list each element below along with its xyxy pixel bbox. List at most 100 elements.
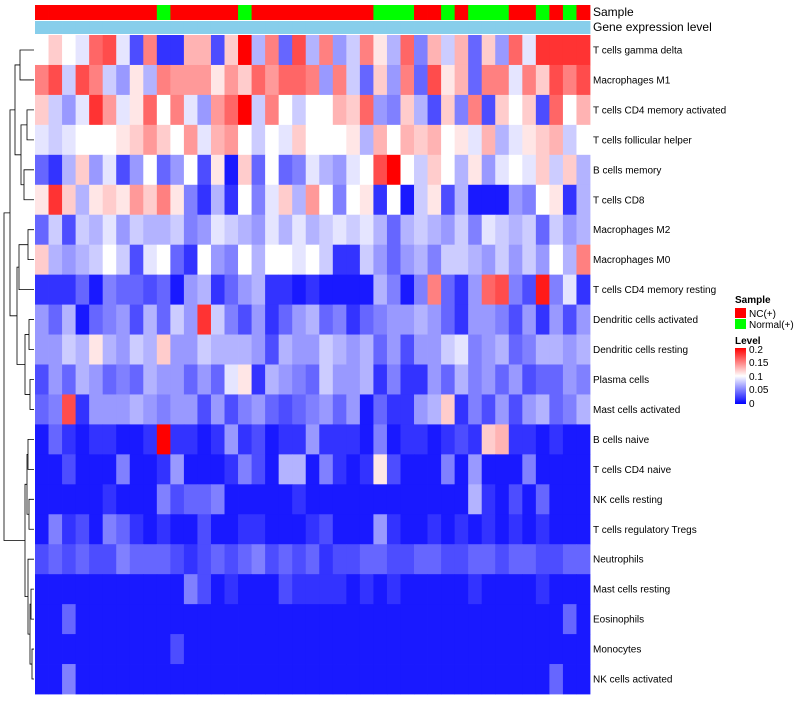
heatmap-cell xyxy=(48,334,63,365)
sample-cell xyxy=(129,5,144,20)
heatmap-cell xyxy=(129,454,144,485)
heatmap-cell xyxy=(143,604,158,635)
heatmap-cell xyxy=(549,544,564,575)
heatmap-cell xyxy=(549,244,564,276)
heatmap-cell xyxy=(129,64,144,96)
heatmap-cell xyxy=(468,244,483,276)
sample-cell xyxy=(414,5,428,20)
heatmap-cell xyxy=(454,574,469,605)
row-label: Neutrophils xyxy=(593,555,644,566)
expression-cell xyxy=(224,21,239,34)
sample-cell xyxy=(265,5,280,20)
heatmap-cell xyxy=(62,184,77,216)
heatmap-cell xyxy=(251,484,266,515)
heatmap-cell xyxy=(576,484,591,515)
heatmap-cell xyxy=(197,35,212,66)
heatmap-cell xyxy=(292,64,307,96)
heatmap-cell xyxy=(129,274,144,305)
heatmap-cell xyxy=(468,454,483,485)
row-label: Macrophages M0 xyxy=(593,255,671,266)
sample-cell xyxy=(576,5,591,20)
heatmap-cell xyxy=(495,604,510,635)
heatmap-cell xyxy=(427,544,442,575)
heatmap-cell xyxy=(441,634,456,665)
heatmap-cell xyxy=(549,604,564,635)
heatmap-cell xyxy=(319,514,334,545)
heatmap-cell xyxy=(129,35,144,66)
heatmap-cell xyxy=(535,214,550,246)
heatmap-cell xyxy=(535,334,550,365)
heatmap-cell xyxy=(535,484,550,515)
heatmap-cell xyxy=(549,634,564,665)
heatmap-cell xyxy=(278,334,293,365)
heatmap-cell xyxy=(48,424,63,455)
heatmap-cell xyxy=(414,364,428,395)
heatmap-cell xyxy=(319,364,334,395)
heatmap-cell xyxy=(251,304,266,335)
sample-cell xyxy=(116,5,131,20)
heatmap-cell xyxy=(386,364,401,395)
heatmap-cell xyxy=(224,214,239,246)
heatmap-cell xyxy=(156,35,171,66)
heatmap-cell xyxy=(35,154,49,186)
heatmap-cell xyxy=(48,124,63,156)
heatmap-cell xyxy=(305,124,320,156)
heatmap-cell xyxy=(143,544,158,575)
expression-cell xyxy=(143,21,158,34)
dendrogram-branch xyxy=(31,648,34,680)
expression-cell xyxy=(522,21,537,34)
sample-cell xyxy=(89,5,104,20)
heatmap-cell xyxy=(495,334,510,365)
heatmap-cell xyxy=(359,604,374,635)
heatmap-cell xyxy=(75,184,90,216)
sample-cell xyxy=(373,5,388,20)
heatmap-cell xyxy=(156,154,171,186)
heatmap-cell xyxy=(35,604,49,635)
heatmap-cell xyxy=(468,364,483,395)
heatmap-cell xyxy=(441,514,456,545)
heatmap-cell xyxy=(102,634,117,665)
heatmap-cell xyxy=(562,35,577,66)
heatmap-cell xyxy=(305,94,320,126)
heatmap-cell xyxy=(305,35,320,66)
heatmap-cell xyxy=(251,334,266,365)
heatmap-cell xyxy=(359,35,374,66)
heatmap-cell xyxy=(319,184,334,216)
heatmap-cell xyxy=(62,35,77,66)
heatmap-cell xyxy=(305,274,320,305)
heatmap-cell xyxy=(373,304,388,335)
heatmap-cell xyxy=(535,574,550,605)
heatmap-cell xyxy=(116,364,131,395)
heatmap-cell xyxy=(386,454,401,485)
heatmap-cell xyxy=(576,154,591,186)
expression-cell xyxy=(75,21,90,34)
heatmap-cell xyxy=(197,454,212,485)
heatmap-cell xyxy=(183,154,198,186)
sample-cell xyxy=(441,5,456,20)
heatmap-cell xyxy=(251,214,266,246)
dendrogram-branch xyxy=(28,498,34,530)
heatmap-cell xyxy=(35,634,49,665)
heatmap-cell xyxy=(278,35,293,66)
heatmap-cell xyxy=(62,424,77,455)
heatmap-cell xyxy=(562,304,577,335)
heatmap-cell xyxy=(549,664,564,695)
heatmap-cell xyxy=(346,424,361,455)
heatmap-cell xyxy=(156,184,171,216)
heatmap-cell xyxy=(535,244,550,276)
heatmap-cell xyxy=(305,634,320,665)
heatmap-cell xyxy=(441,274,456,305)
dendrogram-branch xyxy=(27,229,34,261)
heatmap-cell xyxy=(562,244,577,276)
heatmap-cell xyxy=(495,514,510,545)
heatmap-cell xyxy=(170,574,185,605)
heatmap-cell xyxy=(143,514,158,545)
sample-cell xyxy=(346,5,361,20)
expression-cell xyxy=(468,21,483,34)
heatmap-cell xyxy=(427,94,442,126)
heatmap-cell xyxy=(129,364,144,395)
heatmap-cell xyxy=(468,604,483,635)
heatmap-cell xyxy=(48,94,63,126)
heatmap-cell xyxy=(386,274,401,305)
heatmap-cell xyxy=(359,154,374,186)
